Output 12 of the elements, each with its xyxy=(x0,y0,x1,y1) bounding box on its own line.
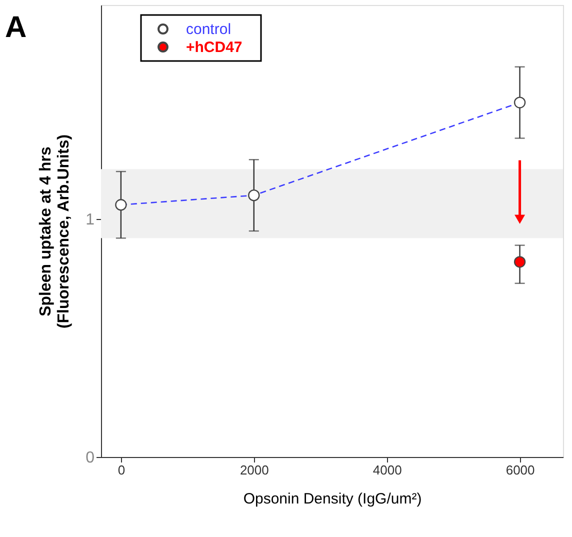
chart-title: A xyxy=(5,11,27,44)
text: (Fluorescence, Arb.Units) xyxy=(56,134,73,329)
x-tick-label: 0 xyxy=(118,462,126,478)
legend-label: +hCD47 xyxy=(186,39,242,56)
point xyxy=(514,256,526,268)
text: Spleen uptake at 4 hrs xyxy=(38,146,55,316)
y-tick-label: 1 xyxy=(86,212,95,229)
x-tick-label: 4000 xyxy=(372,462,402,478)
x-tick-label: 6000 xyxy=(506,462,535,478)
x-tick-label: 2000 xyxy=(240,462,269,478)
legend-label: control xyxy=(186,21,232,38)
x-axis-title: Opsonin Density (IgG/um²) xyxy=(243,490,422,508)
